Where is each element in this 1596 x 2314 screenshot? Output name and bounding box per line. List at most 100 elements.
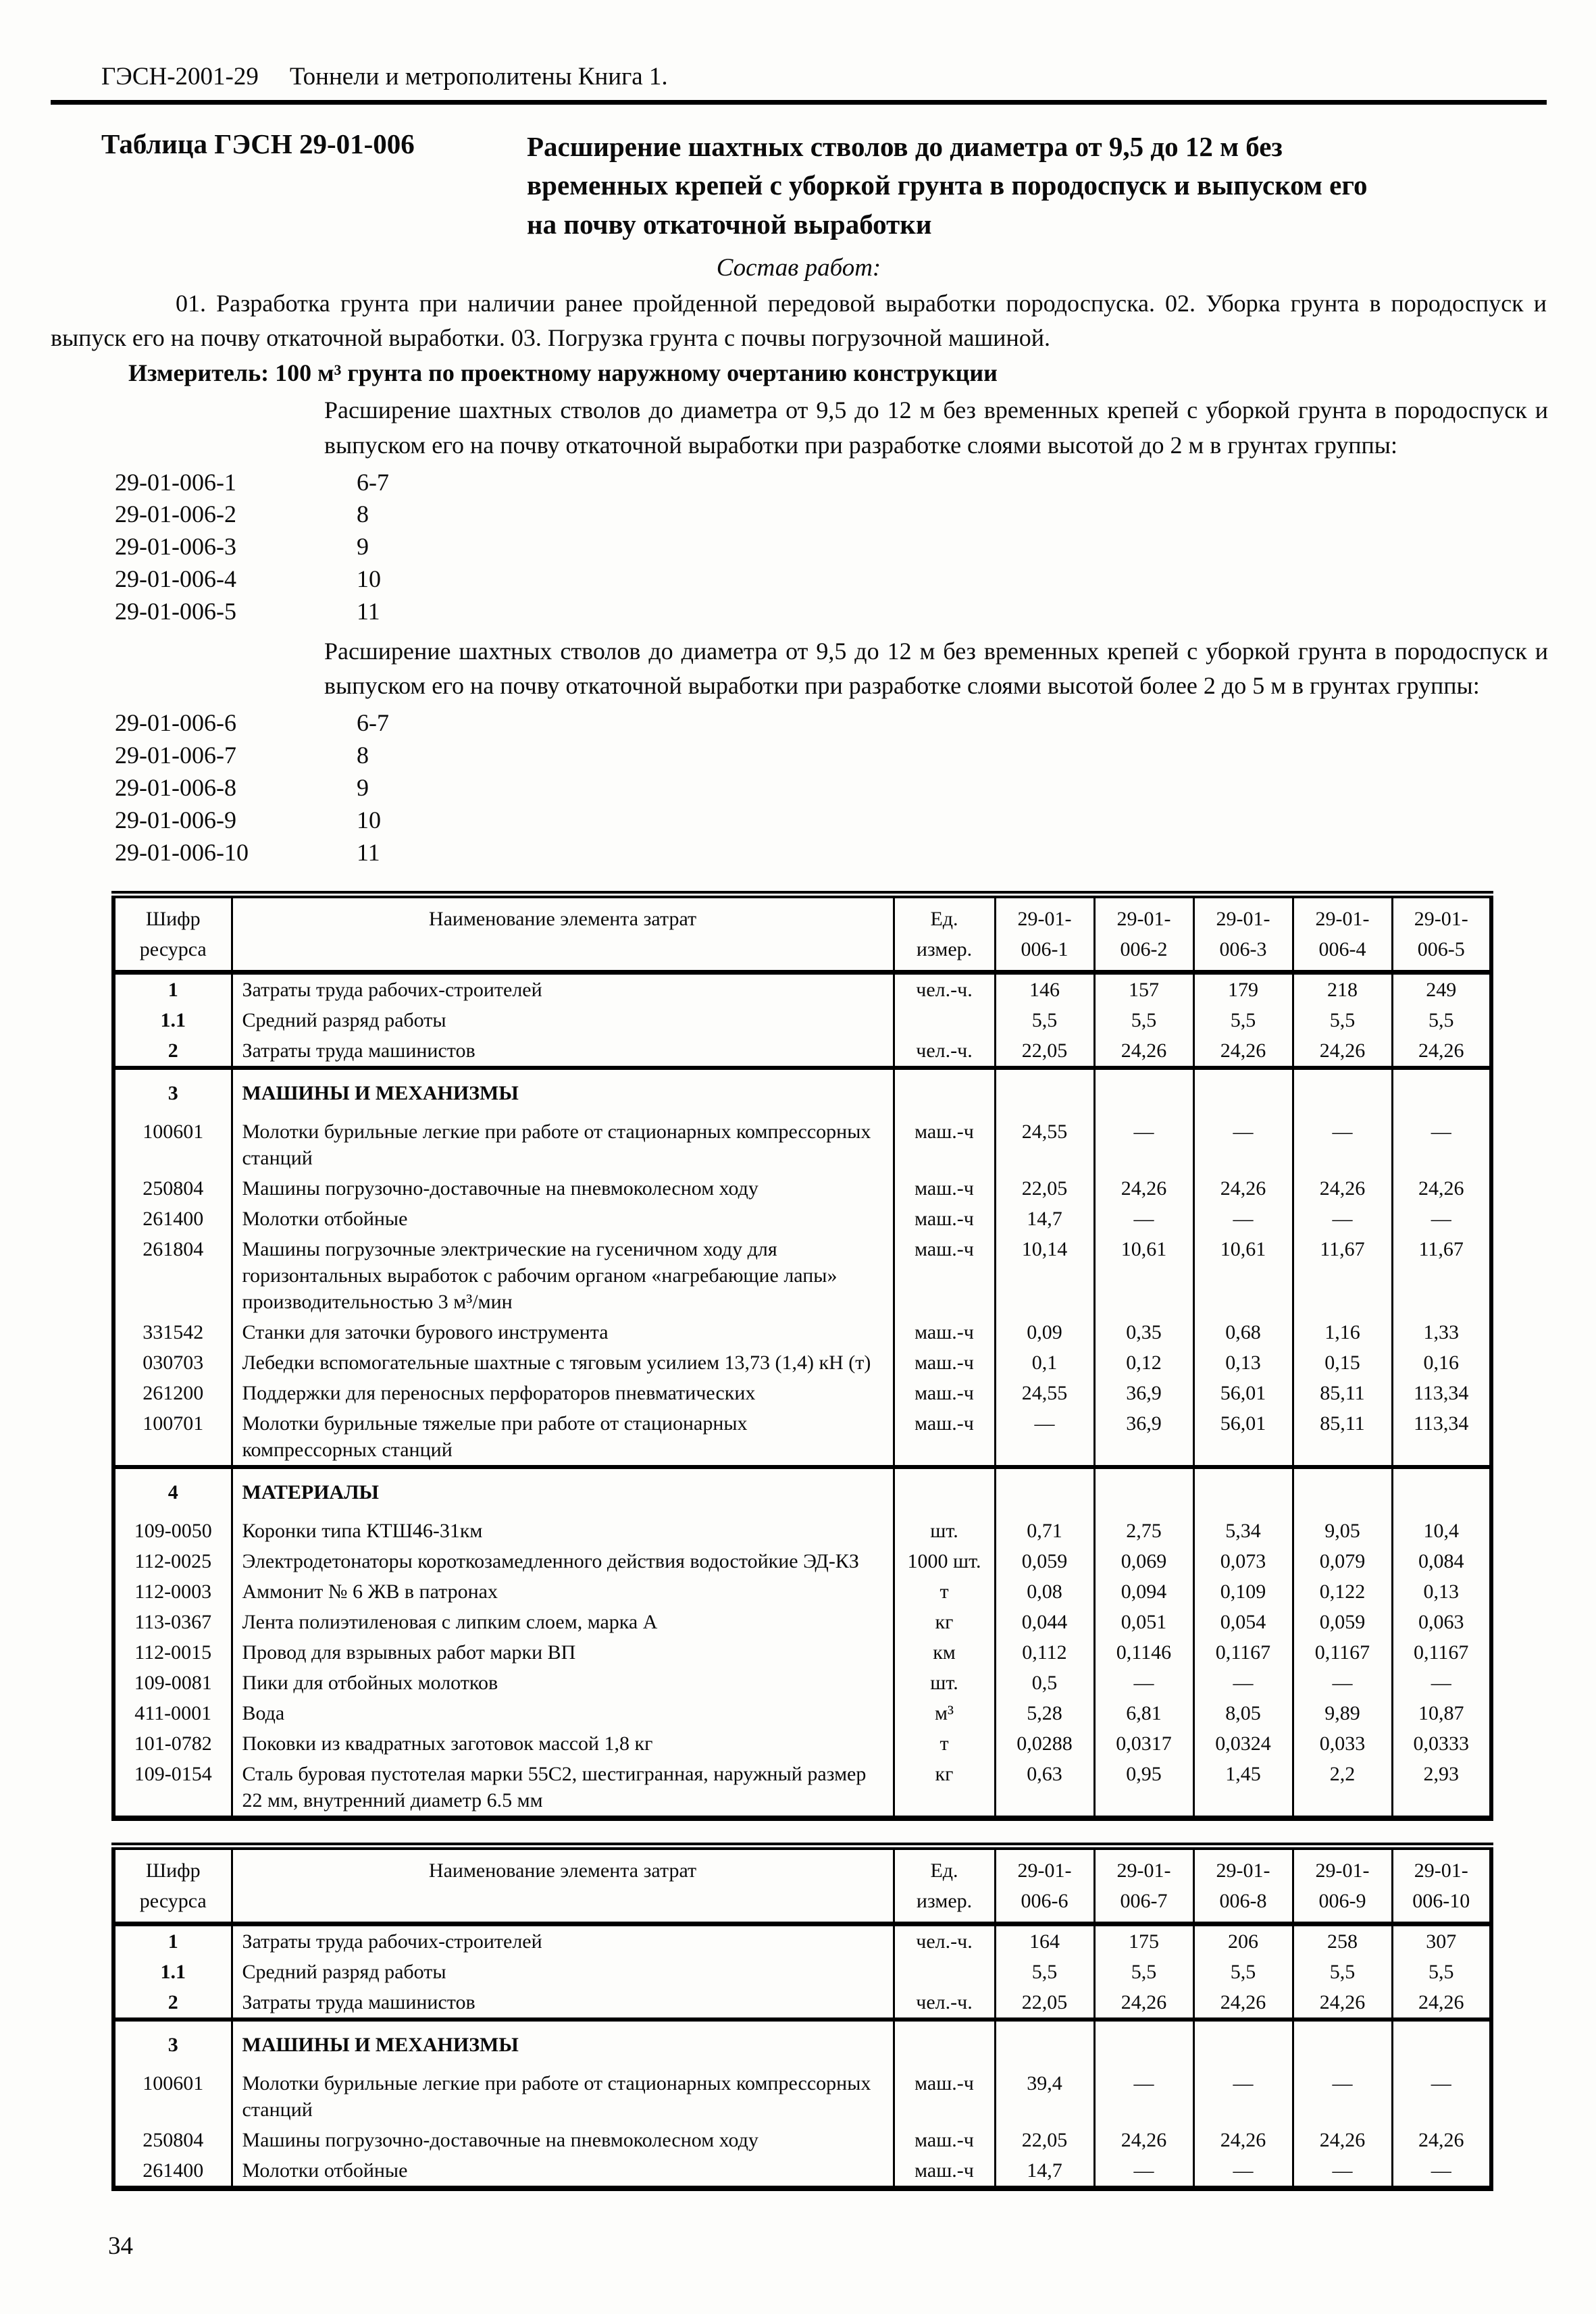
column-header: Наименование элемента затрат: [230, 894, 895, 975]
table-header-row: Шифр ресурса Наименование элемента затрат…: [112, 1846, 1493, 1926]
value-cell: 0,1167: [1391, 1637, 1493, 1668]
resource-code-cell: 109-0081: [112, 1667, 233, 1698]
value-cell: 24,26: [1291, 1986, 1393, 2020]
cost-element-cell: Затраты труда рабочих-строителей: [230, 1924, 895, 1957]
resource-code-cell: 331542: [112, 1316, 233, 1347]
unit-cell: [892, 1464, 996, 1516]
column-header: Шифр ресурса: [112, 1846, 233, 1926]
value-cell: [1093, 2017, 1195, 2068]
unit-cell: [892, 1065, 996, 1116]
cost-row: 100601 Молотки бурильные легкие при работ…: [112, 2067, 1493, 2125]
cost-element-cell: Средний разряд работы: [230, 1956, 895, 1987]
value-cell: 0,95: [1093, 1758, 1195, 1818]
value-cell: 0,054: [1192, 1606, 1294, 1637]
value-cell: 14,7: [994, 2155, 1096, 2188]
value-cell: —: [994, 1408, 1096, 1467]
value-cell: 179: [1192, 972, 1294, 1005]
value-cell: —: [1391, 2155, 1493, 2188]
norm-code: 29-01-006-1: [115, 468, 236, 496]
norm-code: 29-01-006-9: [115, 806, 236, 833]
value-cell: [1093, 1065, 1195, 1116]
table-number-label: Таблица ГЭСН 29-01-006: [101, 128, 415, 159]
cost-table: Шифр ресурса Наименование элемента затрат…: [111, 1842, 1493, 2191]
norm-code: 29-01-006-10: [115, 838, 249, 866]
value-cell: —: [1391, 1116, 1493, 1173]
value-cell: 0,0317: [1093, 1728, 1195, 1759]
value-cell: [994, 2017, 1096, 2068]
cost-row: 261200 Поддержки для переносных перфорато…: [112, 1377, 1493, 1408]
value-cell: 14,7: [994, 1203, 1096, 1234]
value-cell: 258: [1291, 1924, 1393, 1957]
resource-code-cell: 261804: [112, 1233, 233, 1317]
value-cell: 0,0333: [1391, 1728, 1493, 1759]
cost-row: 1 Затраты труда рабочих-строителей чел.-ч.…: [112, 972, 1493, 1005]
value-cell: —: [1093, 1203, 1195, 1234]
value-cell: 85,11: [1291, 1408, 1393, 1467]
norm-code-item: 29-01-006-1 6-7: [115, 467, 1547, 499]
value-cell: 22,05: [994, 1173, 1096, 1204]
unit-cell: маш.-ч: [892, 1116, 996, 1173]
cost-table: Шифр ресурса Наименование элемента затрат…: [111, 890, 1493, 1821]
column-header: Наименование элемента затрат: [230, 1846, 895, 1926]
cost-element-cell: МАТЕРИАЛЫ: [230, 1464, 895, 1516]
value-cell: 0,13: [1192, 1347, 1294, 1378]
soil-group-value: 9: [357, 533, 369, 561]
norm-code: 29-01-006-2: [115, 500, 236, 528]
value-cell: [1192, 1065, 1294, 1116]
value-cell: 0,68: [1192, 1316, 1294, 1347]
value-cell: 22,05: [994, 2124, 1096, 2155]
cost-row: 030703 Лебедки вспомогательные шахтные с …: [112, 1347, 1493, 1378]
cost-tables-container: Шифр ресурса Наименование элемента затрат…: [51, 890, 1547, 2191]
unit-cell: маш.-ч: [892, 2067, 996, 2125]
group-description: Расширение шахтных стволов до диаметра о…: [324, 637, 1548, 700]
value-cell: 0,35: [1093, 1316, 1195, 1347]
value-cell: —: [1192, 1667, 1294, 1698]
soil-group-value: 9: [357, 773, 369, 801]
value-cell: 0,084: [1391, 1545, 1493, 1576]
unit-cell: маш.-ч: [892, 1316, 996, 1347]
column-header: 29-01- 006-4: [1291, 894, 1393, 975]
column-header: Ед. измер.: [892, 894, 996, 975]
value-cell: 307: [1391, 1924, 1493, 1957]
value-cell: 113,34: [1391, 1377, 1493, 1408]
value-cell: 0,094: [1093, 1576, 1195, 1607]
resource-code-cell: 1: [112, 1924, 233, 1957]
value-cell: [1093, 1464, 1195, 1516]
value-cell: 0,033: [1291, 1728, 1393, 1759]
unit-cell: шт.: [892, 1515, 996, 1546]
cost-element-cell: Затраты труда машинистов: [230, 1035, 895, 1068]
value-cell: 249: [1391, 972, 1493, 1005]
unit-cell: маш.-ч: [892, 2155, 996, 2188]
cost-element-cell: МАШИНЫ И МЕХАНИЗМЫ: [230, 2017, 895, 2068]
value-cell: 5,5: [1192, 1004, 1294, 1035]
value-cell: —: [1093, 2067, 1195, 2125]
value-cell: 5,5: [1291, 1004, 1393, 1035]
value-cell: 2,2: [1291, 1758, 1393, 1818]
value-cell: 24,26: [1093, 1035, 1195, 1068]
resource-code-cell: 250804: [112, 1173, 233, 1204]
resource-code-cell: 109-0154: [112, 1758, 233, 1818]
value-cell: 9,05: [1291, 1515, 1393, 1546]
unit-cell: маш.-ч: [892, 1347, 996, 1378]
title-block: Таблица ГЭСН 29-01-006 Расширение шахтны…: [101, 128, 1547, 244]
column-header: 29-01- 006-7: [1093, 1846, 1195, 1926]
resource-code-cell: 112-0025: [112, 1545, 233, 1576]
cost-row: 2 Затраты труда машинистов чел.-ч. 22,05 24,…: [112, 1035, 1493, 1068]
norm-code-item: 29-01-006-2 8: [115, 498, 1547, 531]
cost-element-cell: Поковки из квадратных заготовок массой 1…: [230, 1728, 895, 1759]
soil-group-value: 8: [357, 500, 369, 528]
cost-row: 1 Затраты труда рабочих-строителей чел.-ч.…: [112, 1924, 1493, 1957]
value-cell: —: [1291, 1667, 1393, 1698]
resource-code-cell: 100601: [112, 1116, 233, 1173]
value-cell: 24,55: [994, 1377, 1096, 1408]
value-cell: 0,08: [994, 1576, 1096, 1607]
cost-row: 100701 Молотки бурильные тяжелые при рабо…: [112, 1408, 1493, 1467]
norm-code: 29-01-006-6: [115, 709, 236, 737]
value-cell: —: [1291, 1116, 1393, 1173]
value-cell: [1192, 1464, 1294, 1516]
column-header: Ед. измер.: [892, 1846, 996, 1926]
value-cell: 24,26: [1192, 1035, 1294, 1068]
value-cell: —: [1391, 1203, 1493, 1234]
resource-code-cell: 1.1: [112, 1956, 233, 1987]
